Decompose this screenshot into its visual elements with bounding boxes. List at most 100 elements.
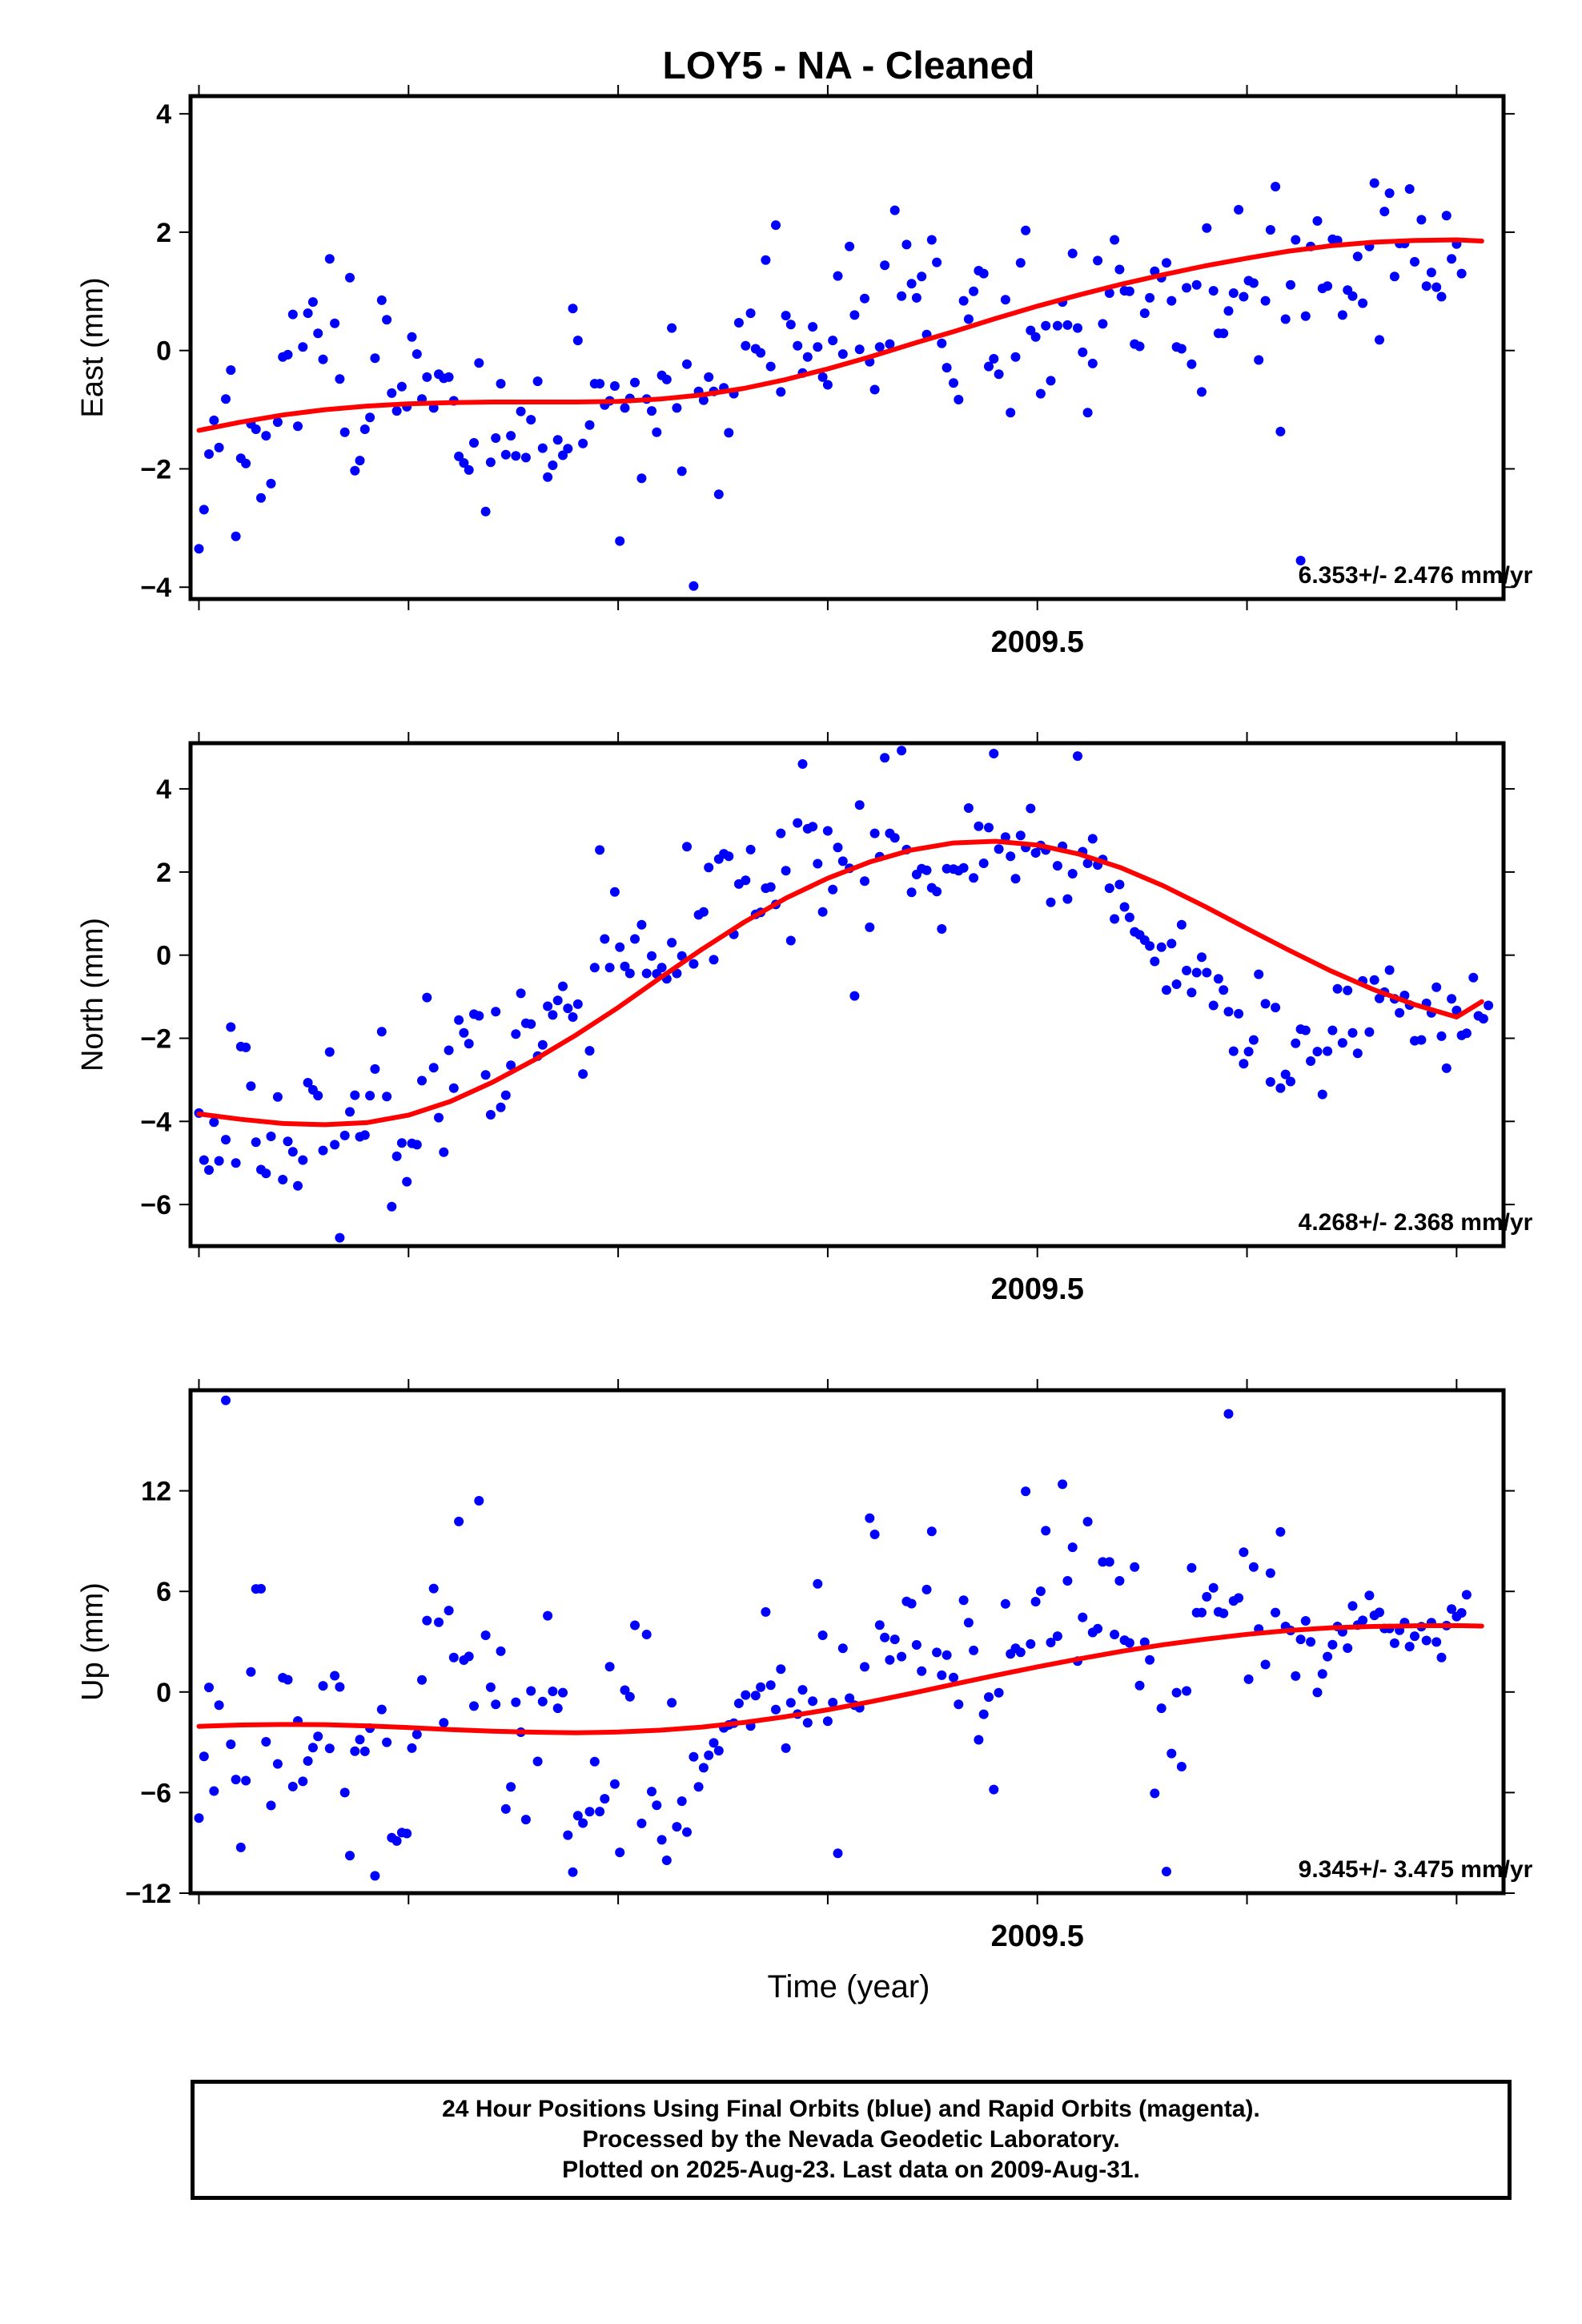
up-data-point [1343,1643,1353,1653]
east-data-point [849,310,860,320]
north-data-point [1364,1027,1375,1037]
up-data-point [1139,1637,1150,1647]
east-data-point [942,363,952,373]
east-data-point [713,489,724,500]
north-data-point [630,934,640,944]
up-data-point [741,1690,751,1700]
east-data-point [813,342,823,352]
up-data-point [781,1743,791,1753]
north-data-point [298,1155,308,1165]
east-data-point [1191,279,1202,290]
north-data-point [776,828,786,838]
east-data-point [917,271,927,282]
up-data-point [1067,1542,1078,1553]
north-x-tick-label: 2009.5 [991,1273,1084,1306]
up-data-point [563,1830,573,1840]
east-data-point [303,308,313,319]
north-data-point [209,1117,219,1128]
up-data-point [865,1513,875,1523]
north-data-point [1015,830,1026,841]
east-data-point [1234,204,1244,215]
east-data-point [1176,344,1186,354]
north-data-point [808,822,818,832]
up-data-point [1021,1486,1031,1497]
north-data-point [1046,897,1056,907]
north-data-point [1062,894,1073,904]
up-data-point [345,1851,355,1861]
up-data-point [439,1718,449,1728]
up-data-point [1306,1637,1316,1647]
north-data-point [428,1063,439,1073]
east-data-point [869,384,880,395]
north-data-point [303,1078,313,1088]
up-data-point [808,1696,818,1707]
east-data-point [756,348,766,358]
north-data-point [1191,967,1202,978]
up-data-point [552,1703,563,1714]
north-data-point [1150,956,1160,967]
north-data-point [526,1019,536,1029]
up-y-tick-label: −12 [125,1879,171,1909]
north-data-point [1265,1077,1275,1087]
north-data-point [422,992,432,1003]
up-data-point [693,1782,704,1792]
up-data-point [1171,1687,1182,1698]
north-data-point [689,959,699,969]
north-data-point [1327,1025,1338,1035]
north-data-point [781,866,791,876]
east-data-point [485,457,496,468]
up-data-point [402,1828,412,1839]
north-data-point [860,876,869,887]
up-data-point [214,1700,224,1711]
east-data-point [318,354,328,364]
east-data-point [765,361,776,372]
north-data-point [231,1158,241,1168]
up-data-point [974,1735,984,1745]
up-data-point [428,1583,439,1594]
north-data-point [330,1140,340,1150]
north-data-point [246,1081,256,1092]
east-data-point [677,466,687,476]
north-data-point [958,862,969,873]
up-data-point [1176,1762,1186,1771]
north-data-point [647,951,656,961]
east-data-point [469,438,479,448]
east-data-point [350,465,360,476]
up-data-point [330,1671,340,1681]
north-data-point [444,1045,454,1055]
north-data-point [537,1039,548,1050]
east-points [194,178,1467,591]
north-data-point [1291,1038,1301,1048]
east-data-point [994,369,1004,380]
up-data-point [761,1606,771,1617]
east-data-point [741,340,751,351]
up-data-point [485,1682,496,1692]
east-data-point [578,438,588,448]
east-data-point [1275,426,1286,436]
north-data-point [563,1003,573,1014]
east-data-point [376,295,387,305]
up-rate-label: 9.345+/- 3.475 mm/yr [1299,1856,1533,1883]
east-data-point [954,395,964,404]
north-data-point [1271,1003,1281,1013]
east-data-point [407,332,417,342]
north-data-point [765,882,776,892]
north-data-point [865,922,875,932]
east-data-point [1197,387,1207,397]
up-data-point [984,1692,994,1703]
north-y-tick-label: 0 [156,941,171,971]
north-data-point [1369,975,1379,985]
north-data-point [813,858,823,869]
east-data-point [272,417,283,428]
north-data-point [552,995,563,1006]
north-data-point [636,919,647,930]
east-data-point [785,320,796,330]
east-data-point [464,464,474,475]
north-data-point [402,1176,412,1187]
north-data-point [1478,1014,1488,1024]
x-axis-label: Time (year) [768,1969,930,2004]
up-data-point [817,1630,828,1640]
east-data-point [1208,286,1219,296]
up-data-point [989,1784,999,1795]
east-data-point [1265,225,1275,235]
